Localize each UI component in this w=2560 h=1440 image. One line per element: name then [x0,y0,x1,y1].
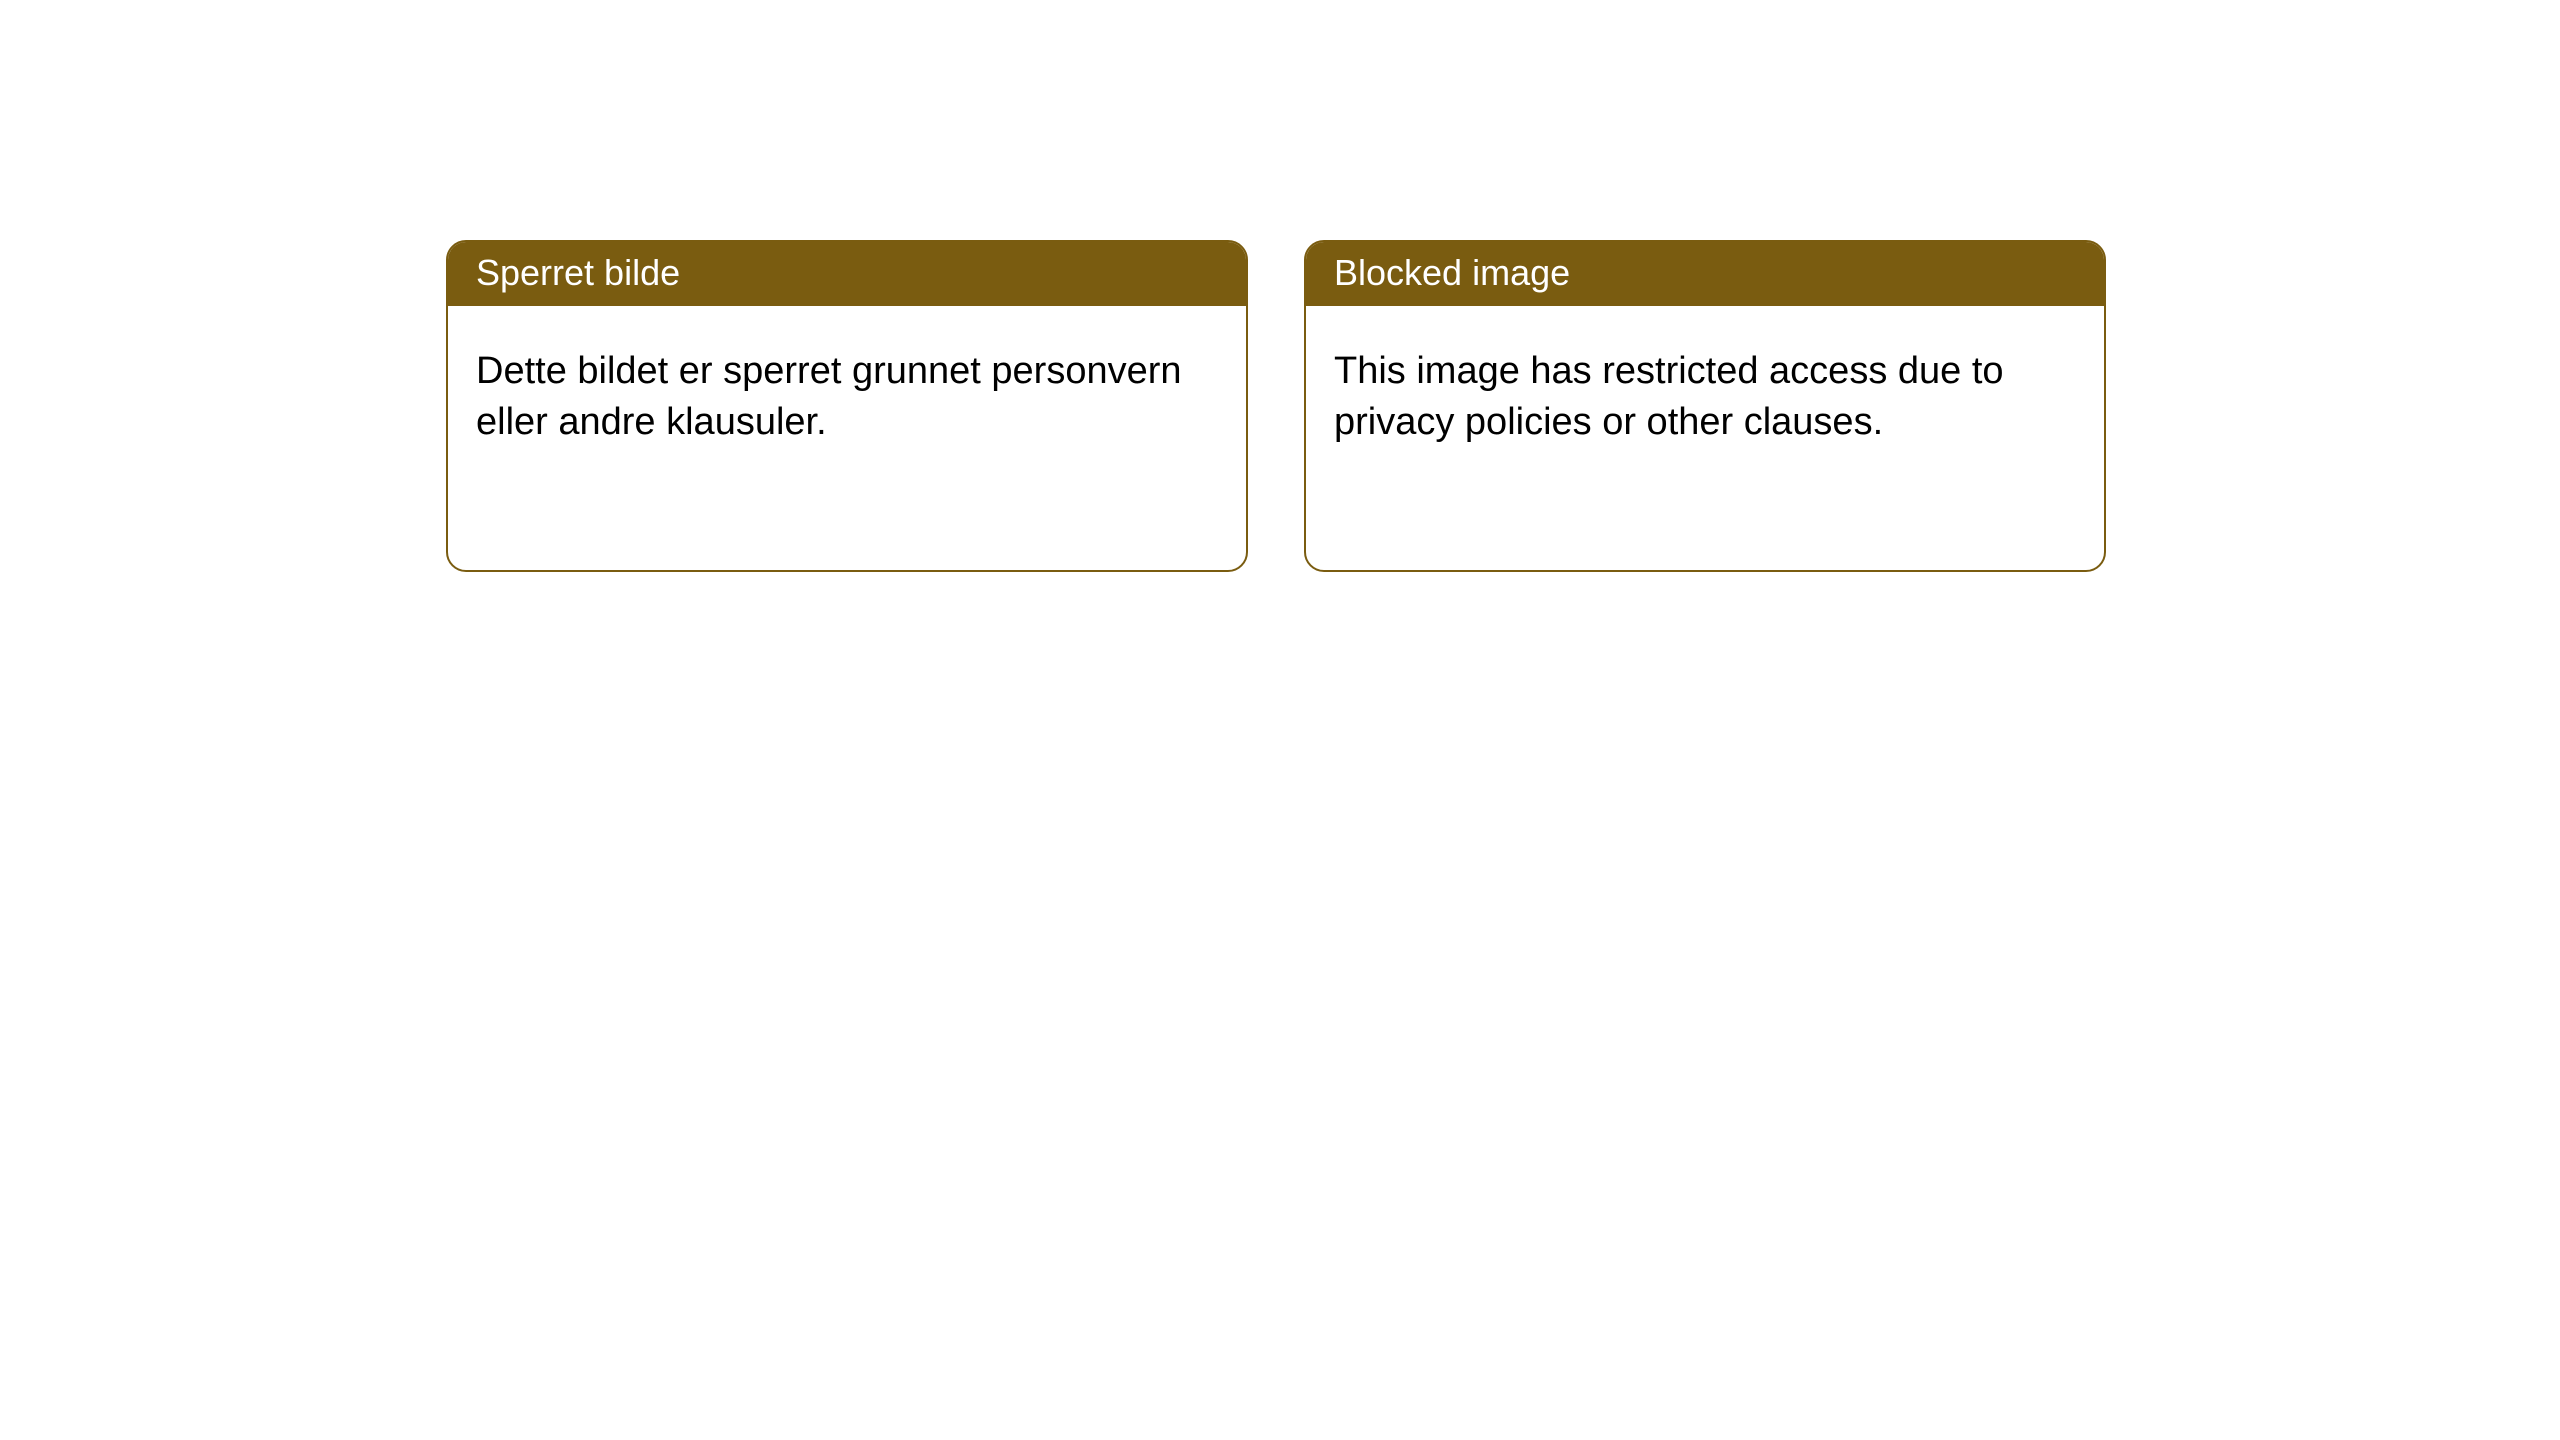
card-title-en: Blocked image [1306,242,2104,306]
blocked-image-card-no: Sperret bilde Dette bildet er sperret gr… [446,240,1248,572]
card-title-no: Sperret bilde [448,242,1246,306]
card-body-en: This image has restricted access due to … [1306,306,2104,477]
blocked-image-cards: Sperret bilde Dette bildet er sperret gr… [446,240,2560,572]
blocked-image-card-en: Blocked image This image has restricted … [1304,240,2106,572]
card-body-no: Dette bildet er sperret grunnet personve… [448,306,1246,477]
